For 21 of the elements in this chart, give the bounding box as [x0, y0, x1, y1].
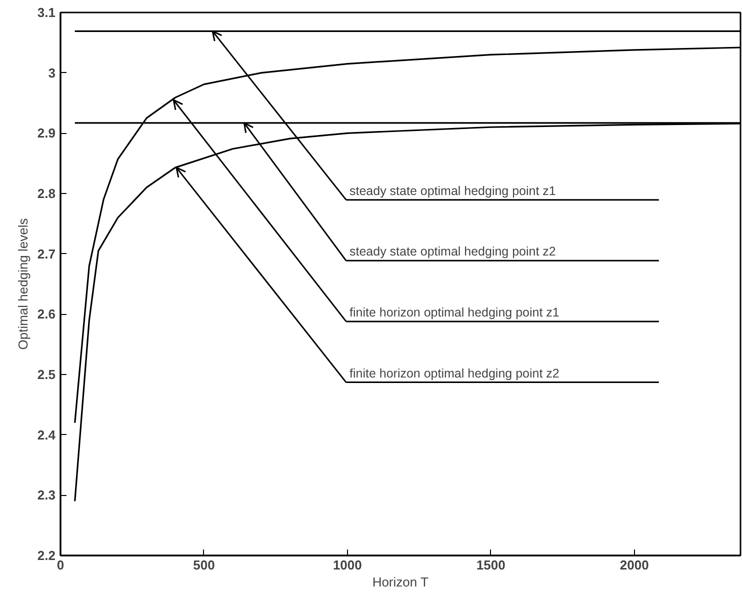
annotation: steady state optimal hedging point z2: [350, 244, 556, 259]
annotation: steady state optimal hedging point z1: [350, 184, 556, 198]
y-tick-label: 2.7: [37, 246, 56, 262]
annotation: finite horizon optimal hedging point z1: [350, 305, 560, 320]
x-tick-label: 1500: [476, 558, 506, 572]
x-tick-label: 500: [193, 558, 215, 572]
x-tick-label: 0: [56, 558, 64, 572]
y-tick-label: 2.3: [37, 488, 56, 503]
y-tick-label: 2.8: [37, 186, 56, 201]
y-axis-title: Optimal hedging levels: [15, 218, 30, 350]
y-tick-label: 2.6: [37, 306, 56, 322]
x-tick-label: 2000: [620, 558, 649, 572]
y-tick-label: 3.1: [37, 5, 56, 20]
y-tick-label: 2.5: [37, 367, 56, 382]
x-axis-title: Horizon T: [372, 574, 428, 590]
y-tick-label: 3: [48, 65, 56, 80]
y-tick-label: 2.4: [37, 427, 56, 442]
y-tick-label: 2.2: [37, 548, 56, 563]
x-tick-label: 1000: [332, 558, 362, 572]
y-tick-label: 2.9: [37, 126, 56, 141]
annotation: finite horizon optimal hedging point z2: [350, 366, 560, 380]
